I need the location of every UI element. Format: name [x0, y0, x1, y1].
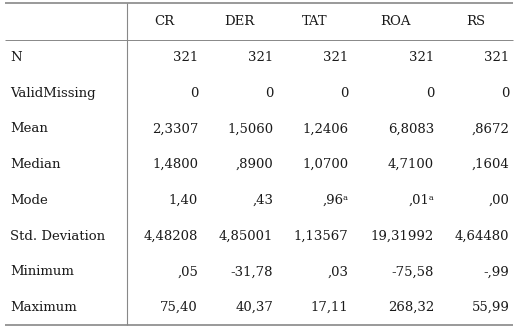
Text: Median: Median [10, 158, 61, 171]
Text: 0: 0 [501, 87, 509, 100]
Text: 1,40: 1,40 [169, 194, 198, 207]
Text: 55,99: 55,99 [472, 301, 509, 314]
Text: ,43: ,43 [252, 194, 273, 207]
Text: ,01ᵃ: ,01ᵃ [408, 194, 434, 207]
Text: 2,3307: 2,3307 [152, 123, 198, 135]
Text: 0: 0 [265, 87, 273, 100]
Text: Minimum: Minimum [10, 265, 74, 278]
Text: 75,40: 75,40 [160, 301, 198, 314]
Text: 321: 321 [484, 51, 509, 64]
Text: 268,32: 268,32 [388, 301, 434, 314]
Text: 321: 321 [173, 51, 198, 64]
Text: ROA: ROA [380, 15, 411, 28]
Text: 321: 321 [248, 51, 273, 64]
Text: 0: 0 [190, 87, 198, 100]
Text: ,1604: ,1604 [472, 158, 509, 171]
Text: ,8672: ,8672 [472, 123, 509, 135]
Text: 19,31992: 19,31992 [371, 230, 434, 243]
Text: RS: RS [466, 15, 486, 28]
Text: ,00: ,00 [489, 194, 509, 207]
Text: DER: DER [224, 15, 255, 28]
Text: 0: 0 [340, 87, 348, 100]
Text: Std. Deviation: Std. Deviation [10, 230, 105, 243]
Text: 321: 321 [323, 51, 348, 64]
Text: ValidMissing: ValidMissing [10, 87, 96, 100]
Text: CR: CR [155, 15, 175, 28]
Text: Maximum: Maximum [10, 301, 77, 314]
Text: 4,7100: 4,7100 [388, 158, 434, 171]
Text: Mode: Mode [10, 194, 48, 207]
Text: TAT: TAT [302, 15, 328, 28]
Text: 4,64480: 4,64480 [455, 230, 509, 243]
Text: 6,8083: 6,8083 [388, 123, 434, 135]
Text: 1,2406: 1,2406 [302, 123, 348, 135]
Text: Mean: Mean [10, 123, 48, 135]
Text: ,03: ,03 [328, 265, 348, 278]
Text: -31,78: -31,78 [231, 265, 273, 278]
Text: 1,0700: 1,0700 [302, 158, 348, 171]
Text: 0: 0 [426, 87, 434, 100]
Text: -,99: -,99 [483, 265, 509, 278]
Text: 4,48208: 4,48208 [144, 230, 198, 243]
Text: ,8900: ,8900 [236, 158, 273, 171]
Text: 17,11: 17,11 [311, 301, 348, 314]
Text: -75,58: -75,58 [392, 265, 434, 278]
Text: 321: 321 [409, 51, 434, 64]
Text: N: N [10, 51, 22, 64]
Text: 4,85001: 4,85001 [219, 230, 273, 243]
Text: 1,13567: 1,13567 [294, 230, 348, 243]
Text: ,05: ,05 [177, 265, 198, 278]
Text: ,96ᵃ: ,96ᵃ [322, 194, 348, 207]
Text: 40,37: 40,37 [235, 301, 273, 314]
Text: 1,4800: 1,4800 [152, 158, 198, 171]
Text: 1,5060: 1,5060 [227, 123, 273, 135]
